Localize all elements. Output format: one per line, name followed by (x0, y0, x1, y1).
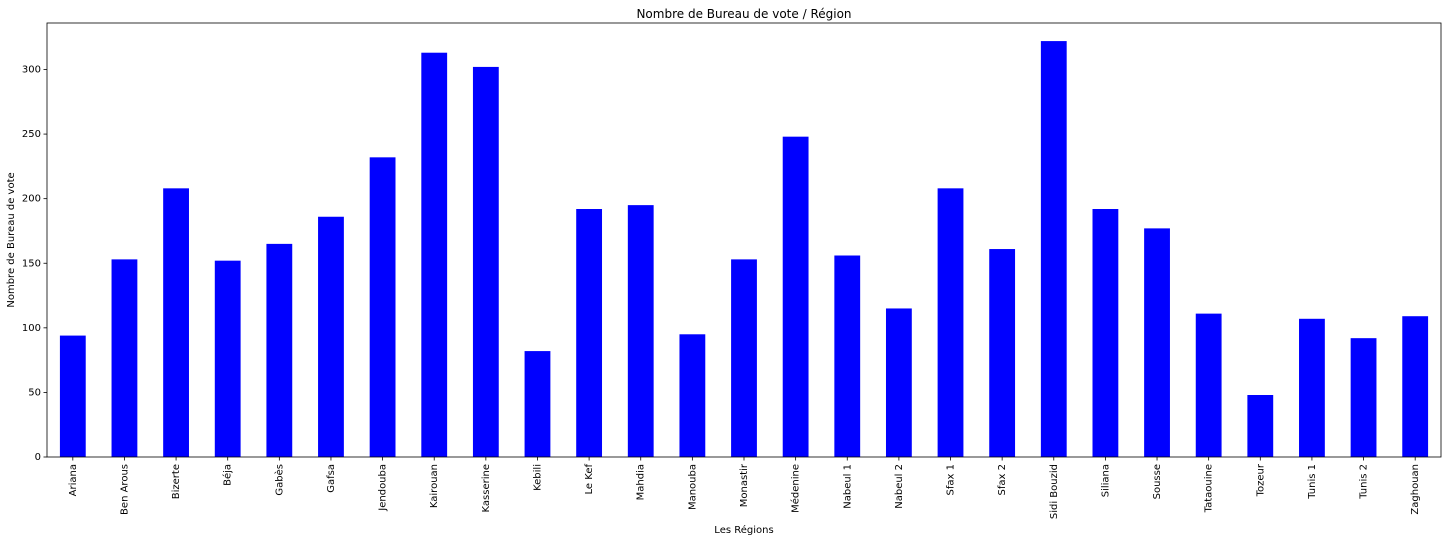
x-tick-label: Le Kef (584, 464, 595, 495)
bar (937, 188, 964, 458)
x-tick-label: Mahdia (636, 464, 647, 500)
x-tick-label: Sfax 1 (946, 464, 957, 495)
plot-frame (46, 22, 1442, 458)
x-tick-label: Gabès (273, 464, 285, 496)
x-tick-label: Nabeul 1 (842, 464, 853, 509)
bar (1195, 313, 1222, 457)
y-axis-title: Nombre de Bureau de vote (6, 172, 17, 307)
bar (318, 216, 344, 457)
bar (59, 335, 86, 457)
bar (266, 243, 293, 457)
bar (989, 249, 1016, 457)
bar (885, 308, 912, 457)
x-tick-label: Jendouba (378, 464, 389, 512)
x-tick-label: Gafsa (326, 464, 337, 493)
bar (679, 334, 706, 457)
bar (214, 260, 241, 457)
bar (1144, 228, 1170, 457)
x-tick-label: Nabeul 2 (894, 464, 905, 509)
x-tick-label: Kebili (532, 464, 543, 491)
x-tick-label: Siliana (1100, 464, 1111, 497)
bar (834, 255, 861, 457)
bar (369, 157, 396, 458)
bar (731, 259, 757, 457)
x-tick-label: Manouba (687, 464, 698, 510)
bar (163, 188, 189, 458)
bar (111, 259, 138, 457)
x-tick-label: Béja (222, 464, 234, 486)
bar (1040, 41, 1067, 457)
y-tick-label: 100 (22, 323, 41, 334)
x-tick-label: Tataouine (1204, 464, 1215, 513)
bar (1402, 316, 1429, 457)
x-tick-label: Tozeur (1255, 463, 1266, 497)
bar (472, 66, 499, 458)
bar (524, 351, 551, 457)
bar (1299, 318, 1325, 457)
bar (576, 209, 603, 457)
bar (1350, 338, 1377, 457)
x-tick-label: Monastir (739, 463, 750, 507)
x-tick-label: Bizerte (171, 464, 182, 499)
bar (782, 136, 809, 457)
y-axis: 0 50 100 150 200 250 300 (22, 65, 47, 463)
x-tick-label: Kairouan (429, 464, 440, 508)
bars-group (59, 41, 1429, 458)
y-tick-label: 150 (22, 258, 41, 269)
bar (627, 205, 654, 457)
x-tick-label: Ben Arous (119, 464, 130, 515)
x-tick-label: Médenine (790, 464, 802, 513)
x-tick-label: Sidi Bouzid (1049, 464, 1060, 519)
x-tick-label: Tunis 1 (1307, 464, 1318, 500)
y-tick-label: 50 (28, 387, 41, 398)
x-axis: Ariana Ben Arous Bizerte Béja Gabès Gafsa Jend… (68, 457, 1421, 519)
x-axis-title: Les Régions (714, 524, 773, 536)
x-tick-label: Zaghouan (1410, 464, 1421, 515)
x-tick-label: Tunis 2 (1359, 464, 1370, 500)
x-tick-label: Sousse (1152, 464, 1163, 499)
chart-title: Nombre de Bureau de vote / Région (636, 7, 851, 21)
x-tick-label: Ariana (68, 464, 79, 496)
bar (1092, 209, 1119, 457)
y-tick-label: 300 (22, 65, 41, 76)
bar (1247, 395, 1274, 457)
y-tick-label: 250 (22, 129, 41, 140)
y-tick-label: 200 (22, 194, 41, 205)
bar (421, 52, 448, 457)
y-tick-label: 0 (35, 452, 41, 463)
x-tick-label: Sfax 2 (997, 464, 1008, 495)
x-tick-label: Kasserine (481, 464, 492, 512)
